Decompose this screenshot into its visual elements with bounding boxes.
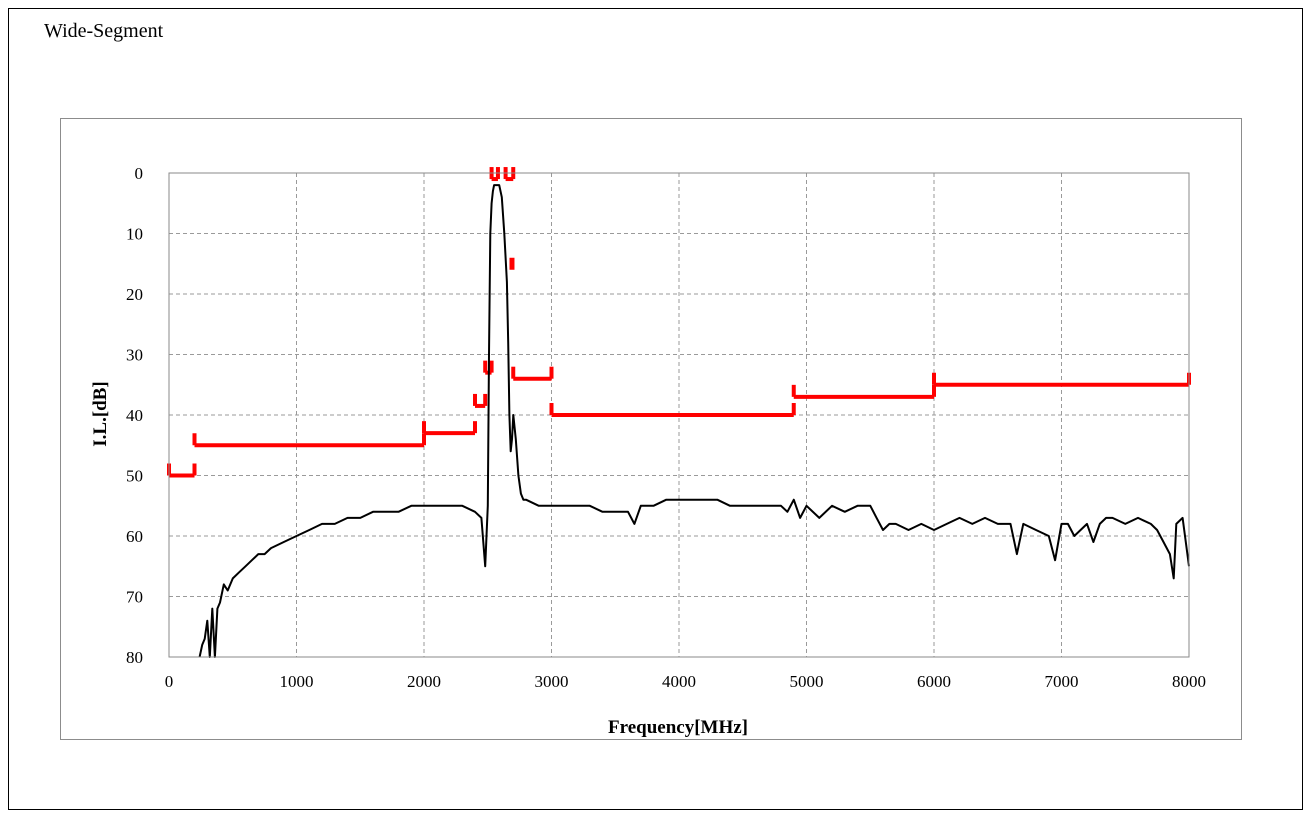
y-tick-label: 0 (135, 164, 144, 183)
y-tick-label: 70 (126, 588, 143, 607)
y-tick-label: 30 (126, 346, 143, 365)
x-tick-label: 2000 (407, 672, 441, 691)
plot-area-border (168, 172, 1190, 658)
section-title: Wide-Segment (44, 20, 164, 42)
page-frame (8, 8, 1303, 810)
x-tick-label: 5000 (790, 672, 824, 691)
plot-area-frame (168, 172, 1190, 658)
x-tick-label: 4000 (662, 672, 696, 691)
tick-labels: 0 1000 2000 3000 4000 5000 6000 7000 8000 0 10 20 30… (126, 164, 1206, 691)
y-tick-label: 50 (126, 467, 143, 486)
x-tick-label: 0 (165, 672, 174, 691)
chart-container: 0 1000 2000 3000 4000 5000 6000 7000 8000 0 10 20 30… (60, 118, 1242, 740)
y-tick-label: 10 (126, 225, 143, 244)
measured-series (198, 184, 1190, 658)
measured-line (198, 184, 1190, 658)
x-tick-label: 7000 (1045, 672, 1079, 691)
x-axis-label: Frequency[MHz] (608, 717, 748, 738)
x-tick-label: 6000 (917, 672, 951, 691)
y-tick-label: 60 (126, 527, 143, 546)
y-tick-label: 80 (126, 648, 143, 667)
y-tick-label: 20 (126, 285, 143, 304)
x-tick-label: 8000 (1172, 672, 1206, 691)
x-tick-label: 1000 (280, 672, 314, 691)
insertion-loss-chart: 0 1000 2000 3000 4000 5000 6000 7000 8000 0 10 20 30… (90, 164, 1206, 738)
spec-mask (167, 167, 1191, 478)
x-tick-label: 3000 (535, 672, 569, 691)
y-tick-label: 40 (126, 406, 143, 425)
y-axis-label: I.L.[dB] (90, 381, 111, 446)
